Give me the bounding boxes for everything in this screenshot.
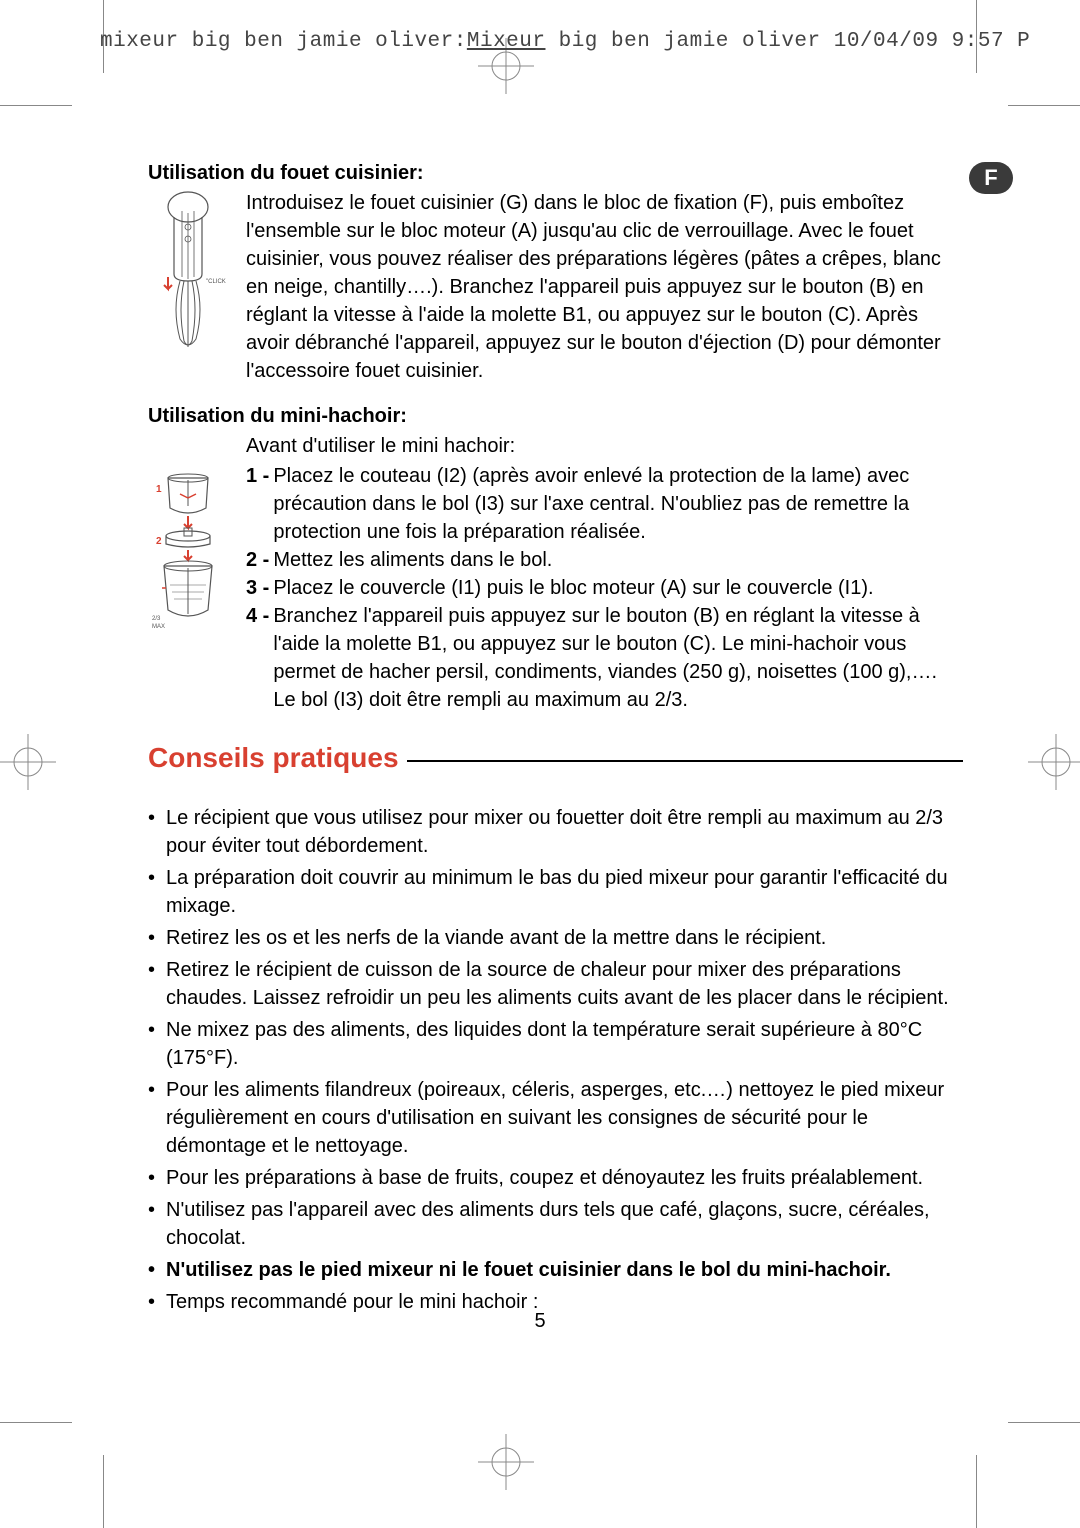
- tip-item: La préparation doit couvrir au minimum l…: [148, 864, 963, 920]
- tip-item: Le récipient que vous utilisez pour mixe…: [148, 804, 963, 860]
- tip-item: Retirez le récipient de cuisson de la so…: [148, 956, 963, 1012]
- whisk-illustration: "CLICK": [148, 189, 228, 354]
- step-item: 2 - Mettez les aliments dans le bol.: [246, 546, 963, 574]
- click-label: "CLICK": [206, 279, 226, 285]
- svg-text:2: 2: [156, 536, 162, 547]
- step-item: 3 - Placez le couvercle (I1) puis le blo…: [246, 574, 963, 602]
- crop-mark: [103, 1455, 104, 1528]
- tip-item: Retirez les os et les nerfs de la viande…: [148, 924, 963, 952]
- tip-item: Pour les aliments filandreux (poireaux, …: [148, 1076, 963, 1160]
- section2-steps: 1 - Placez le couteau (I2) (après avoir …: [246, 462, 963, 714]
- header-after: big ben jamie oliver 10/04/09 9:57 P: [545, 30, 1030, 53]
- step-number: 2 -: [246, 546, 269, 574]
- step-text: Branchez l'appareil puis appuyez sur le …: [273, 602, 963, 714]
- section1-body: Introduisez le fouet cuisinier (G) dans …: [246, 189, 963, 385]
- step-text: Placez le couteau (I2) (après avoir enle…: [273, 462, 963, 546]
- svg-text:1: 1: [156, 484, 162, 495]
- tip-item: Pour les préparations à base de fruits, …: [148, 1164, 963, 1192]
- crop-mark: [1008, 105, 1080, 106]
- language-badge: F: [969, 162, 1013, 194]
- tip-item: Ne mixez pas des aliments, des liquides …: [148, 1016, 963, 1072]
- crop-mark: [0, 1422, 72, 1423]
- section2-body: Avant d'utiliser le mini hachoir: 1 - Pl…: [246, 432, 963, 714]
- step-text: Placez le couvercle (I1) puis le bloc mo…: [273, 574, 963, 602]
- section1-heading: Utilisation du fouet cuisinier:: [148, 162, 963, 185]
- registration-mark-bottom: [478, 1434, 534, 1490]
- tips-heading: Conseils pratiques: [148, 742, 963, 774]
- page-content: F Utilisation du fouet cuisinier: "CLICK…: [148, 162, 963, 1320]
- page-number: 5: [0, 1310, 1080, 1333]
- svg-text:MAX: MAX: [152, 624, 165, 630]
- step-number: 4 -: [246, 602, 269, 714]
- registration-mark-left: [0, 734, 56, 790]
- crop-mark: [976, 1455, 977, 1528]
- crop-mark: [0, 105, 72, 106]
- section2-intro: Avant d'utiliser le mini hachoir:: [246, 432, 963, 460]
- crop-mark: [1008, 1422, 1080, 1423]
- svg-text:2/3: 2/3: [152, 616, 161, 622]
- section2-row: 1 2 2/3 MAX: [148, 432, 963, 714]
- tip-item: N'utilisez pas l'appareil avec des alime…: [148, 1196, 963, 1252]
- tips-list: Le récipient que vous utilisez pour mixe…: [148, 804, 963, 1316]
- heading-rule: [407, 760, 963, 762]
- tips-heading-text: Conseils pratiques: [148, 742, 399, 774]
- section1-row: "CLICK" Introduisez le fouet cuisinier (…: [148, 189, 963, 385]
- chopper-illustration: 1 2 2/3 MAX: [148, 470, 228, 630]
- header-underlined: Mixeur: [467, 30, 546, 53]
- step-number: 1 -: [246, 462, 269, 546]
- tip-item: N'utilisez pas le pied mixeur ni le foue…: [148, 1256, 963, 1284]
- step-number: 3 -: [246, 574, 269, 602]
- pdf-header: mixeur big ben jamie oliver:Mixeur big b…: [100, 30, 1030, 53]
- header-before: mixeur big ben jamie oliver:: [100, 30, 467, 53]
- step-item: 1 - Placez le couteau (I2) (après avoir …: [246, 462, 963, 546]
- section2-heading: Utilisation du mini-hachoir:: [148, 405, 963, 428]
- step-text: Mettez les aliments dans le bol.: [273, 546, 963, 574]
- step-item: 4 - Branchez l'appareil puis appuyez sur…: [246, 602, 963, 714]
- registration-mark-right: [1028, 734, 1080, 790]
